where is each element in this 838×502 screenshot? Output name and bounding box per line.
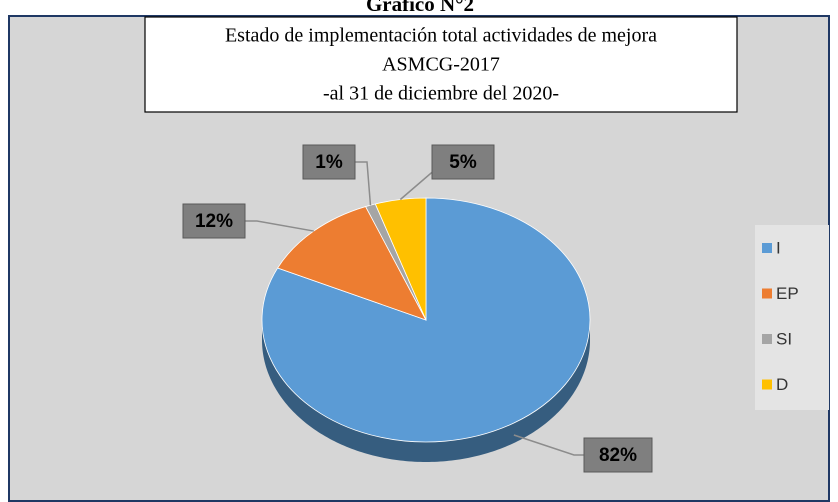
value-label-box <box>583 437 653 473</box>
chart-heading: Gráfico N°2 <box>366 0 474 16</box>
legend-label: I <box>776 238 781 257</box>
value-label-box <box>431 144 495 180</box>
leader-line <box>513 434 584 456</box>
title-box <box>144 16 738 113</box>
leader-line <box>355 161 372 206</box>
pie-side <box>262 320 590 462</box>
value-label: 12% <box>195 211 233 232</box>
chart-title: Estado de implementación total actividad… <box>225 25 657 47</box>
value-label-box <box>182 203 246 239</box>
leader-line <box>245 220 314 232</box>
chart-title: ASMCG-2017 <box>382 54 500 76</box>
legend-box <box>755 225 829 410</box>
pie-slice <box>374 197 427 321</box>
legend-label: SI <box>776 329 792 348</box>
value-label: 5% <box>449 152 477 173</box>
legend-swatch <box>762 379 772 390</box>
value-label-box <box>302 144 356 180</box>
legend-label: D <box>776 375 788 394</box>
legend-swatch <box>762 288 772 299</box>
chart-title: -al 31 de diciembre del 2020- <box>323 83 559 105</box>
value-label: 82% <box>599 445 637 466</box>
legend-swatch <box>762 243 772 253</box>
value-label: 1% <box>315 152 343 173</box>
legend-label: EP <box>776 284 799 303</box>
legend-swatch <box>762 334 772 344</box>
